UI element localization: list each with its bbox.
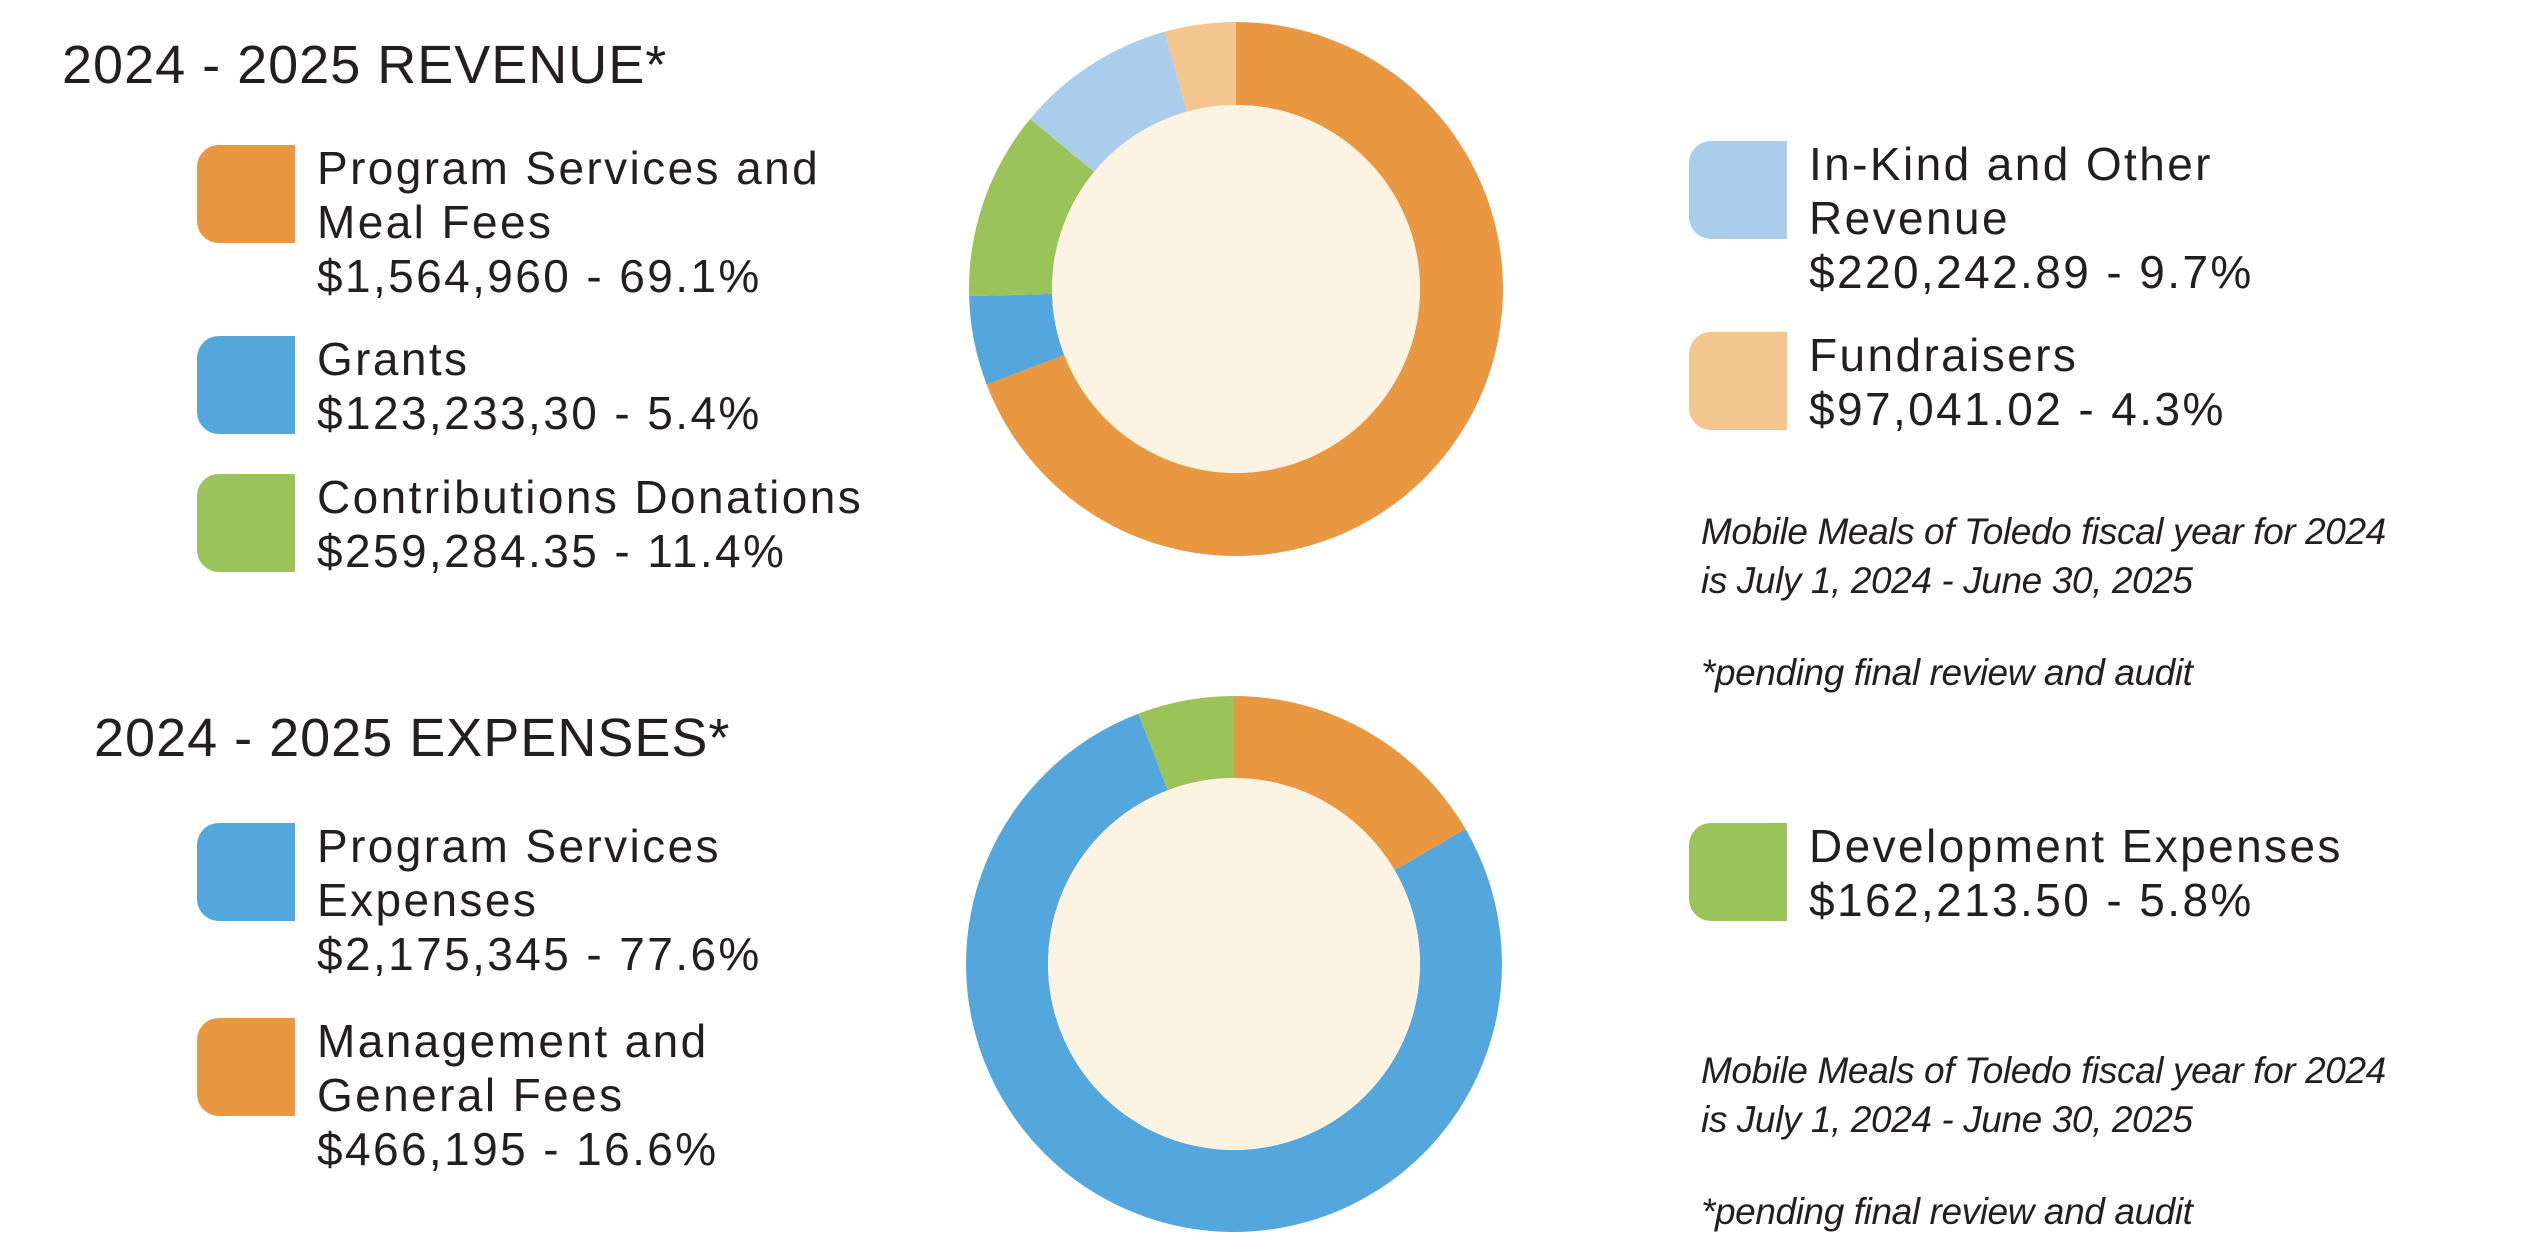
legend-swatch bbox=[1689, 141, 1787, 239]
donut-slice-management-and-general-fees bbox=[1234, 696, 1466, 871]
legend-value: $466,195 - 16.6% bbox=[317, 1123, 719, 1175]
revenue-title: 2024 - 2025 REVENUE* bbox=[62, 35, 668, 95]
legend-swatch bbox=[1689, 823, 1787, 921]
legend-value: $97,041.02 - 4.3% bbox=[1809, 383, 2226, 435]
legend-label: Expenses bbox=[317, 874, 539, 926]
legend-label: In-Kind and Other bbox=[1809, 138, 2213, 190]
fiscal-year-note-line: Mobile Meals of Toledo fiscal year for 2… bbox=[1701, 1050, 2386, 1091]
legend-swatch bbox=[197, 336, 295, 434]
donut-slice-program-services-and-meal-fees bbox=[986, 22, 1504, 557]
legend-item-grants: Grants $123,233,30 - 5.4% bbox=[197, 333, 762, 440]
revenue-fiscal-note: Mobile Meals of Toledo fiscal year for 2… bbox=[1701, 507, 2386, 697]
pending-audit-note: *pending final review and audit bbox=[1701, 1191, 2193, 1232]
donut-slice-grants bbox=[969, 293, 1065, 385]
legend-label: Program Services and bbox=[317, 142, 821, 194]
legend-value: $123,233,30 - 5.4% bbox=[317, 387, 762, 439]
legend-label: Revenue bbox=[1809, 192, 2010, 244]
fiscal-year-note-line: is July 1, 2024 - June 30, 2025 bbox=[1701, 1099, 2193, 1140]
legend-label: Grants bbox=[317, 333, 470, 385]
pending-audit-note: *pending final review and audit bbox=[1701, 652, 2193, 693]
legend-label: General Fees bbox=[317, 1069, 625, 1121]
legend-swatch bbox=[1689, 332, 1787, 430]
fiscal-year-note-line: is July 1, 2024 - June 30, 2025 bbox=[1701, 560, 2193, 601]
donut-center bbox=[1048, 778, 1420, 1150]
expenses-fiscal-note: Mobile Meals of Toledo fiscal year for 2… bbox=[1701, 1046, 2386, 1236]
legend-item-management-general-fees: Management and General Fees $466,195 - 1… bbox=[197, 1015, 719, 1176]
legend-value: $162,213.50 - 5.8% bbox=[1809, 874, 2254, 926]
legend-swatch bbox=[197, 474, 295, 572]
legend-swatch bbox=[197, 1018, 295, 1116]
legend-item-program-services-meal-fees: Program Services and Meal Fees $1,564,96… bbox=[197, 142, 820, 303]
donut-slice-program-services-expenses bbox=[966, 713, 1502, 1233]
legend-item-program-services-expenses: Program Services Expenses $2,175,345 - 7… bbox=[197, 820, 762, 981]
legend-label: Development Expenses bbox=[1809, 820, 2343, 872]
legend-value: $220,242.89 - 9.7% bbox=[1809, 246, 2254, 298]
legend-label: Management and bbox=[317, 1015, 709, 1067]
legend-item-fundraisers: Fundraisers $97,041.02 - 4.3% bbox=[1689, 329, 2226, 436]
donut-slice-contributions-donations bbox=[969, 118, 1095, 297]
donut-slice-development-expenses bbox=[1138, 696, 1234, 791]
legend-value: $1,564,960 - 69.1% bbox=[317, 250, 762, 302]
donut-slice-fundraisers bbox=[1164, 22, 1236, 112]
legend-item-development-expenses: Development Expenses $162,213.50 - 5.8% bbox=[1689, 820, 2343, 927]
legend-label: Program Services bbox=[317, 820, 721, 872]
legend-value: $259,284.35 - 11.4% bbox=[317, 525, 787, 577]
expenses-title: 2024 - 2025 EXPENSES* bbox=[94, 708, 731, 768]
legend-label: Fundraisers bbox=[1809, 329, 2079, 381]
legend-item-in-kind-other-revenue: In-Kind and Other Revenue $220,242.89 - … bbox=[1689, 138, 2254, 299]
donut-center bbox=[1052, 105, 1420, 473]
fiscal-year-note-line: Mobile Meals of Toledo fiscal year for 2… bbox=[1701, 511, 2386, 552]
legend-swatch bbox=[197, 823, 295, 921]
legend-label: Contributions Donations bbox=[317, 471, 864, 523]
legend-item-contributions-donations: Contributions Donations $259,284.35 - 11… bbox=[197, 471, 863, 578]
legend-swatch bbox=[197, 145, 295, 243]
donut-slice-in-kind-and-other-revenue bbox=[1030, 31, 1187, 172]
legend-label: Meal Fees bbox=[317, 196, 554, 248]
legend-value: $2,175,345 - 77.6% bbox=[317, 928, 762, 980]
